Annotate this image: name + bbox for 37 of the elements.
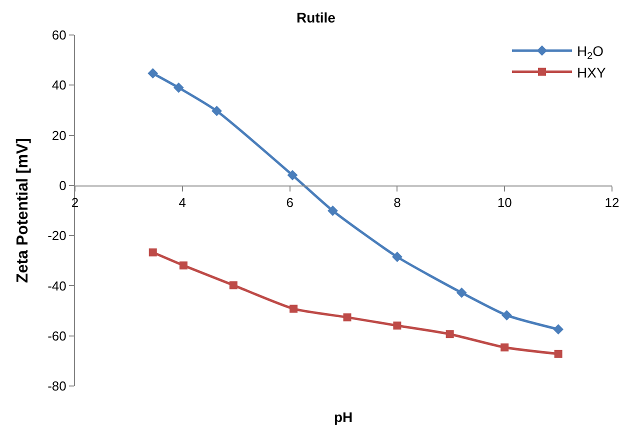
point — [502, 310, 512, 320]
point — [179, 261, 188, 270]
point — [212, 106, 222, 116]
point — [290, 304, 298, 313]
legend-label: H$_{2}$O — [577, 43, 604, 62]
x-tick-label: 2 — [71, 195, 79, 210]
y-tick-label: 60 — [52, 28, 66, 43]
y-tick-label: -40 — [48, 278, 66, 294]
y-tick-label: -60 — [48, 328, 66, 344]
point — [229, 281, 238, 290]
x-tick-label: 12 — [604, 195, 620, 210]
point — [343, 313, 352, 322]
point — [392, 252, 402, 262]
point — [456, 288, 467, 298]
x-axis-title: pH — [334, 409, 353, 425]
y-tick-label: 0 — [59, 178, 66, 193]
legend-label: HXY — [577, 64, 606, 80]
x-tick-label: 8 — [394, 195, 401, 210]
point — [553, 324, 564, 335]
x-tick-label: 6 — [286, 195, 294, 210]
point — [328, 206, 338, 216]
x-tick-label: 4 — [178, 195, 186, 210]
y-tick-label: 20 — [52, 128, 66, 143]
chart-title: Rutile — [296, 10, 336, 26]
y-axis-title: Zeta Potential [mV] — [14, 138, 32, 283]
y-tick-label: -20 — [48, 228, 66, 244]
point — [287, 170, 298, 180]
x-tick-label: 10 — [497, 195, 512, 210]
point — [554, 350, 562, 358]
point — [500, 343, 509, 352]
y-tick-label: 40 — [52, 78, 66, 93]
point — [148, 68, 158, 79]
y-tick-label: -80 — [48, 378, 66, 394]
point — [393, 322, 402, 330]
point — [173, 82, 184, 93]
point — [446, 330, 454, 338]
point — [148, 248, 157, 256]
